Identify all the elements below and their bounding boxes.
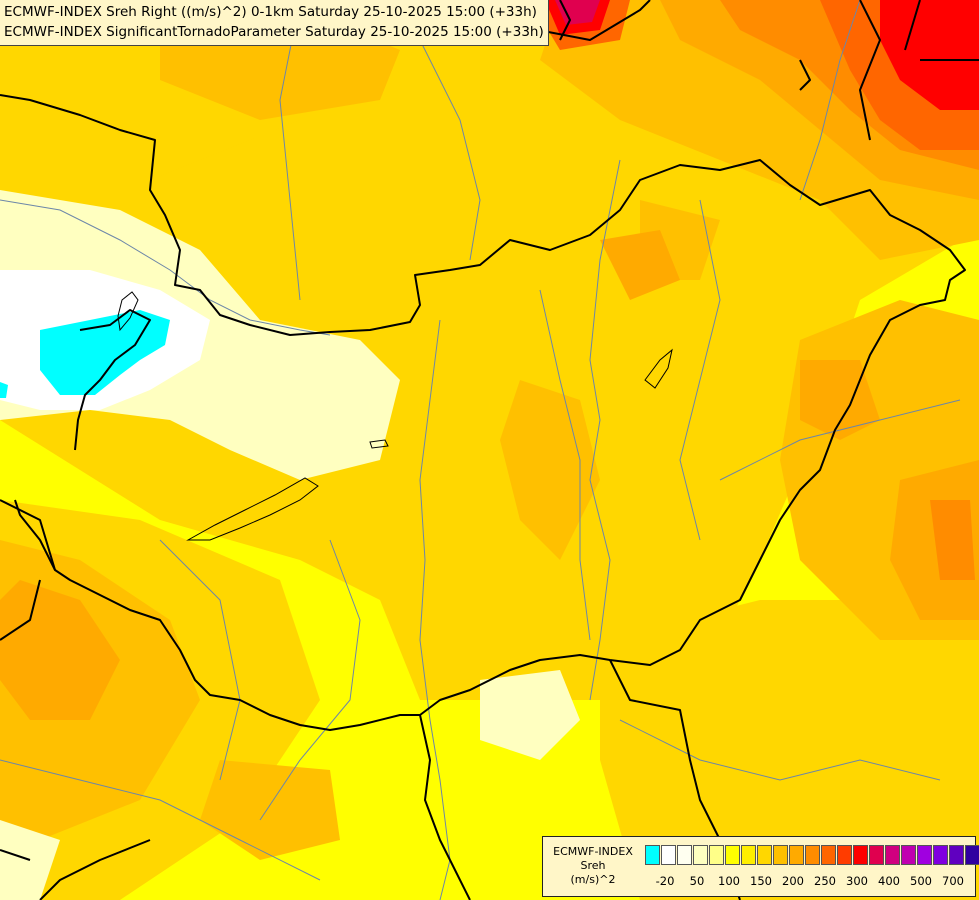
legend-label-model: ECMWF-INDEX (553, 845, 633, 858)
title-stp: ECMWF-INDEX SignificantTornadoParameter … (4, 24, 544, 40)
legend-swatch (901, 845, 916, 865)
lake-neusiedl (117, 291, 139, 332)
color-legend: ECMWF-INDEX Sreh (m/s)^2 -20 50 100 150 200 2… (542, 836, 979, 897)
lake-small (369, 439, 389, 449)
legend-swatch (741, 845, 756, 865)
legend-label-param: Sreh (580, 859, 606, 872)
legend-swatch (757, 845, 772, 865)
legend-label-unit: (m/s)^2 (570, 873, 616, 886)
legend-swatch (949, 845, 964, 865)
legend-swatch (709, 845, 724, 865)
legend-swatch (917, 845, 932, 865)
legend-tick: 100 (718, 874, 740, 888)
title-sreh: ECMWF-INDEX Sreh Right ((m/s)^2) 0-1km S… (4, 4, 537, 20)
legend-tick: -20 (655, 874, 675, 888)
legend-tick: 150 (750, 874, 772, 888)
legend-swatch (965, 845, 979, 865)
legend-swatch (773, 845, 788, 865)
legend-swatch (837, 845, 852, 865)
legend-swatch (645, 845, 660, 865)
legend-tick: 500 (910, 874, 932, 888)
legend-swatch (677, 845, 692, 865)
map-title-box: ECMWF-INDEX Sreh Right ((m/s)^2) 0-1km S… (0, 0, 549, 46)
legend-swatch (789, 845, 804, 865)
lake-tisza (644, 348, 673, 389)
legend-swatch (805, 845, 820, 865)
legend-tick-labels: -20 50 100 150 200 250 300 400 500 700 (645, 874, 975, 890)
lake-balaton (186, 477, 319, 541)
legend-tick: 400 (878, 874, 900, 888)
shading-cyan (0, 310, 170, 398)
legend-swatch (869, 845, 884, 865)
legend-tick: 700 (942, 874, 964, 888)
legend-swatch (885, 845, 900, 865)
legend-label: ECMWF-INDEX Sreh (m/s)^2 (547, 845, 639, 887)
legend-tick: 200 (782, 874, 804, 888)
legend-swatch (933, 845, 948, 865)
legend-swatch (821, 845, 836, 865)
legend-tick: 50 (689, 874, 705, 888)
legend-color-bar (645, 845, 979, 865)
legend-tick: 250 (814, 874, 836, 888)
legend-swatch (661, 845, 676, 865)
legend-swatch (853, 845, 868, 865)
shading-magenta (555, 0, 600, 25)
legend-tick: 300 (846, 874, 868, 888)
legend-swatch (693, 845, 708, 865)
legend-swatch (725, 845, 740, 865)
